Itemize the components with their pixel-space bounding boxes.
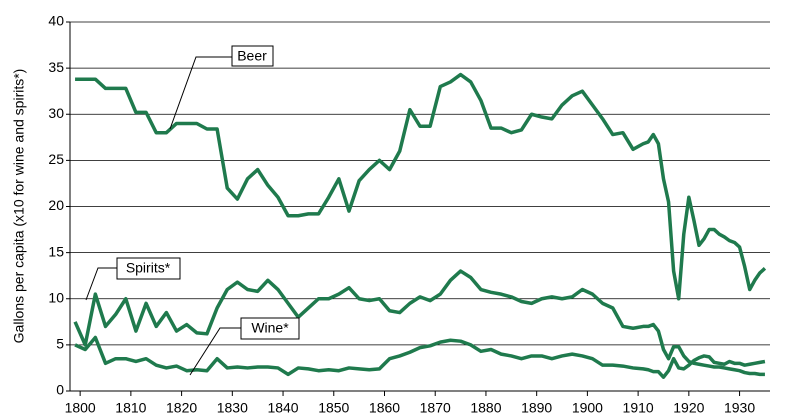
annotation-box — [116, 257, 181, 280]
x-tick-label: 1930 — [724, 400, 755, 416]
leader-line — [189, 327, 241, 376]
y-tick-label: 20 — [48, 197, 64, 213]
x-tick-label: 1870 — [420, 400, 451, 416]
series-line — [75, 72, 767, 301]
leader-line — [169, 56, 232, 130]
annotation: Beer — [237, 48, 267, 64]
y-tick-label: 30 — [48, 105, 64, 121]
lines — [73, 72, 767, 379]
annotation: Wine* — [251, 320, 289, 336]
y-tick-label: 15 — [48, 243, 64, 259]
y-tick-label: 40 — [48, 13, 64, 29]
y-tick-label: 0 — [56, 382, 64, 398]
x-tick-label: 1820 — [166, 400, 197, 416]
x-tick-label: 1910 — [623, 400, 654, 416]
grid — [66, 21, 770, 396]
y-tick-label: 25 — [48, 151, 64, 167]
y-tick-label: 35 — [48, 59, 64, 75]
annotation-box — [240, 317, 300, 340]
x-tick-label: 1900 — [572, 400, 603, 416]
x-tick-label: 1890 — [521, 400, 552, 416]
y-tick-label: 10 — [48, 289, 64, 305]
x-tick-label: 1880 — [470, 400, 501, 416]
x-tick-label: 1830 — [217, 400, 248, 416]
x-tick-label: 1850 — [318, 400, 349, 416]
annotation: Spirits* — [126, 260, 171, 276]
x-tick-label: 1810 — [115, 400, 146, 416]
x-tick-label: 1860 — [369, 400, 400, 416]
x-tick-label: 1920 — [673, 400, 704, 416]
annotation-box — [231, 45, 274, 67]
series-line — [73, 269, 765, 377]
x-tick-label: 1840 — [267, 400, 298, 416]
y-axis-title: Gallons per capita (x10 for wine and spi… — [11, 69, 27, 344]
leader-line — [85, 267, 117, 301]
series-line — [74, 335, 766, 379]
x-tick-label: 1800 — [65, 400, 96, 416]
y-tick-label: 5 — [56, 336, 64, 352]
